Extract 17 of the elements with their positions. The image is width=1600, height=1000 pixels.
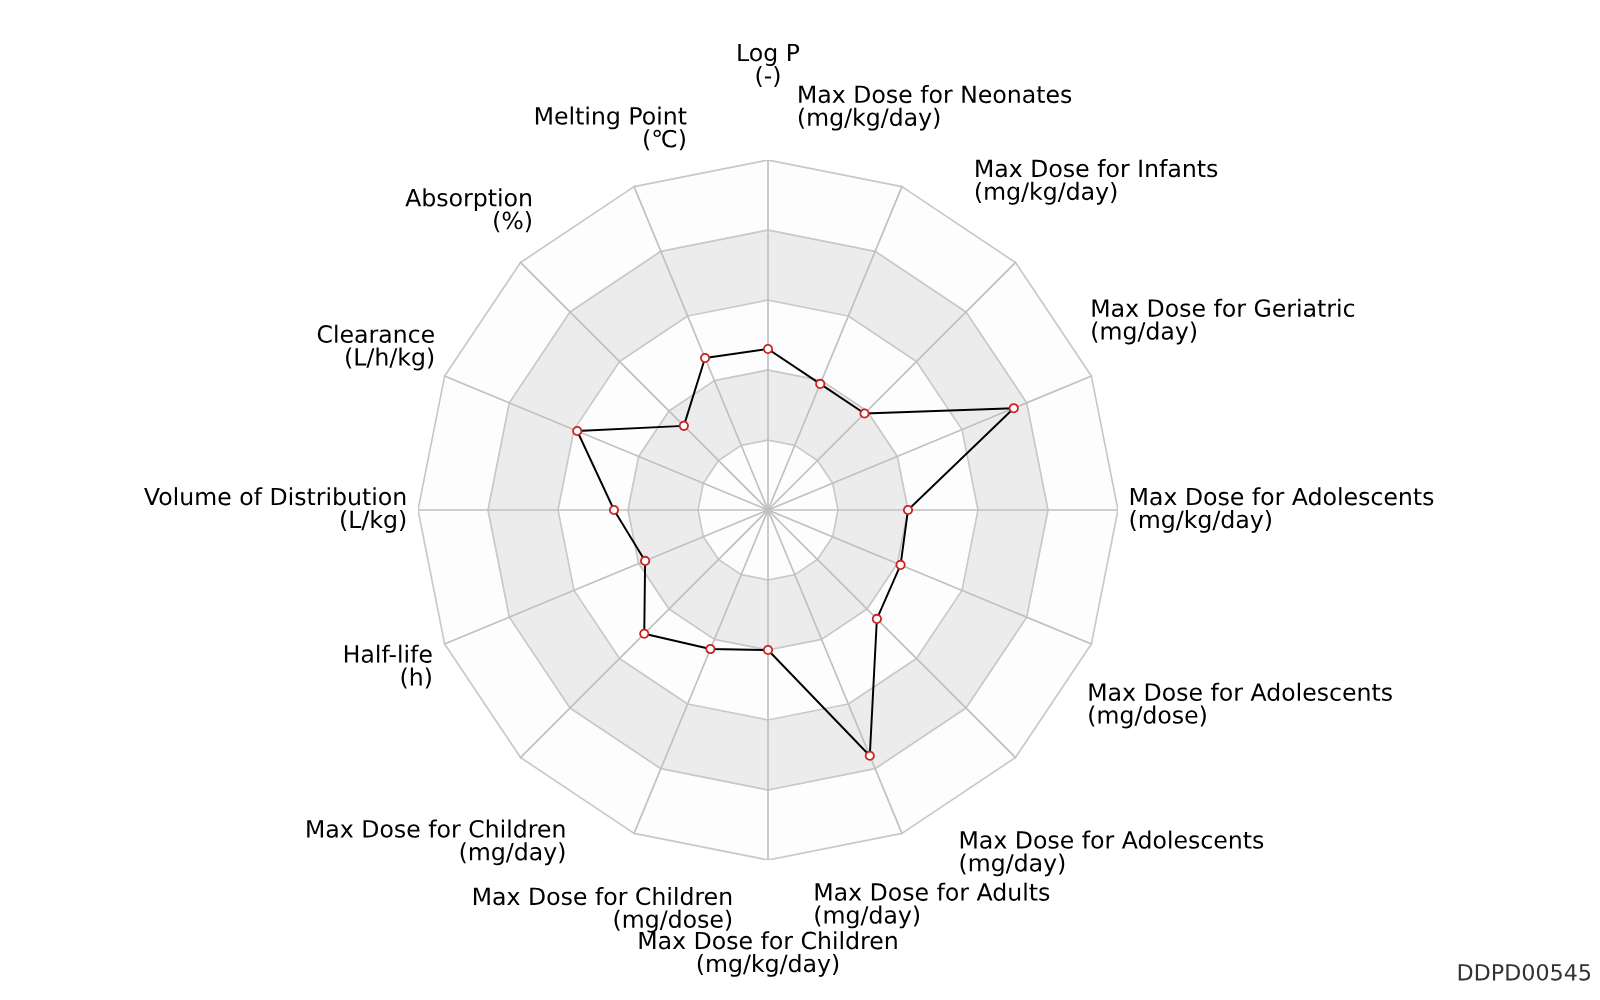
spoke-label: Log P (-) (738, 43, 800, 88)
spoke-label: Max Dose for Adolescents (mg/day) (960, 830, 1264, 877)
spoke-label: Max Dose for Children (mg/day) (307, 819, 565, 866)
spoke-label: Max Dose for Neonates (mg/kg/day) (798, 84, 1072, 131)
spoke-label: Clearance (L/h/kg) (317, 324, 434, 371)
spoke-label: Melting Point (℃) (535, 106, 687, 151)
text: DDPD00545 (1458, 963, 1591, 981)
spoke-label: Volume of Distribution (L/kg) (144, 487, 406, 533)
spoke-label: Max Dose for Adolescents (mg/dose) (1089, 682, 1392, 729)
spoke-label: Absorption (%) (405, 188, 531, 233)
spoke-label: Max Dose for Children (mg/kg/day) (639, 931, 897, 977)
spoke-label: Half-life (h) (344, 644, 432, 689)
spoke-label: Max Dose for Infants (mg/kg/day) (975, 159, 1218, 205)
spoke-label: Max Dose for Adolescents (mg/kg/day) (1130, 487, 1434, 533)
spoke-label: Max Dose for Adults (mg/day) (815, 882, 1050, 929)
spoke-label: Max Dose for Children (mg/dose) (473, 886, 732, 933)
spoke-label: Max Dose for Geriatric (mg/day) (1092, 298, 1355, 345)
